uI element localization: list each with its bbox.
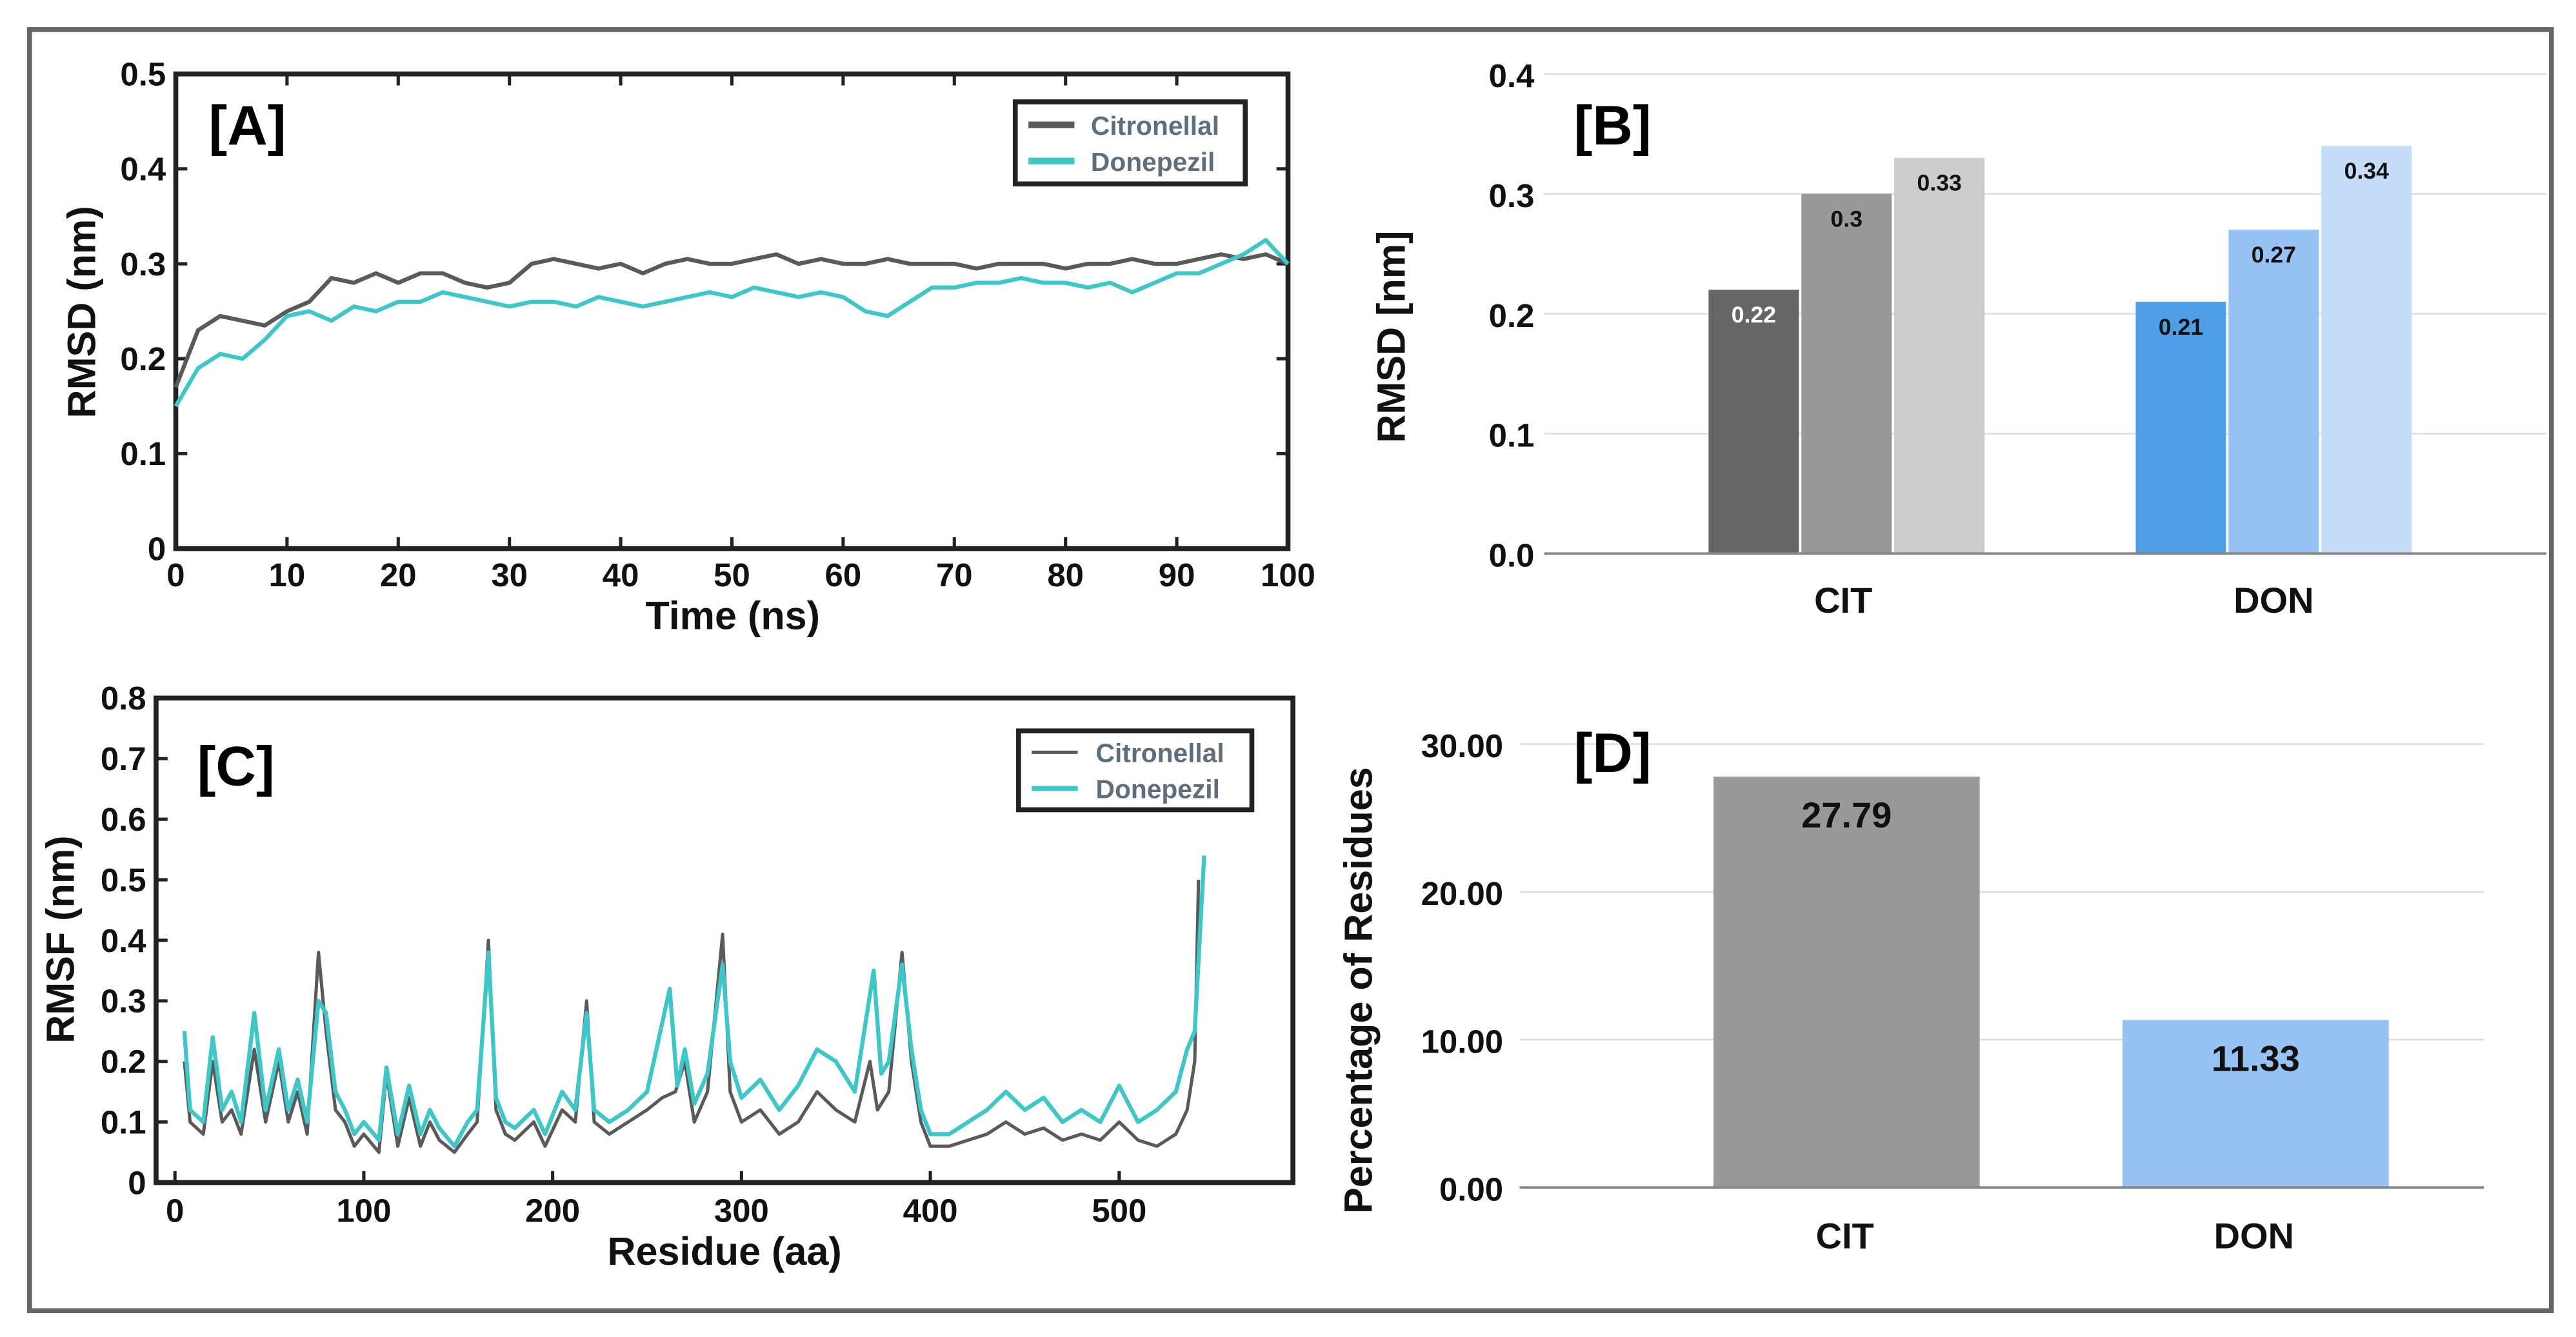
- bar-cit: [1713, 777, 1980, 1188]
- bar-cit-1: [1801, 193, 1892, 554]
- y-tick-label: 20.00: [1421, 875, 1503, 912]
- y-axis-label: RMSD (nm): [60, 206, 104, 418]
- series-line-donepezil: [182, 855, 1206, 1149]
- data-label: 0.34: [2344, 158, 2390, 184]
- y-tick-label: 0.4: [101, 922, 146, 959]
- x-tick-label: 90: [1159, 557, 1195, 593]
- y-tick-label: 0.2: [120, 341, 166, 377]
- panel-label: [A]: [208, 95, 286, 157]
- legend-label-citronellal: Citronellal: [1091, 111, 1219, 141]
- x-axis-label: Time (ns): [645, 593, 820, 637]
- y-axis-label: Percentage of Residues: [1336, 767, 1380, 1214]
- panel-a-rmsd-line-chart: 0 10 20 30 40 50 60 70 80 90 100 0 0.1 0.2 0.3 0.4 0.5 […: [60, 55, 1315, 637]
- x-tick-label: 0: [166, 557, 185, 593]
- bar-don-1: [2228, 230, 2319, 554]
- category-label-cit: CIT: [1814, 580, 1872, 620]
- data-label: 0.22: [1732, 302, 1776, 328]
- y-tick-label: 0.1: [120, 435, 166, 472]
- y-tick-label: 0.00: [1439, 1171, 1503, 1208]
- x-tick-label: 70: [936, 557, 973, 593]
- y-tick-label: 0.0: [1489, 537, 1535, 574]
- data-label: 0.27: [2252, 242, 2296, 268]
- panel-label: [B]: [1574, 95, 1652, 157]
- category-label-don: DON: [2233, 580, 2313, 620]
- x-tick-label: 10: [269, 557, 306, 593]
- x-tick-label: 300: [714, 1193, 769, 1229]
- y-tick-label: 0.5: [101, 862, 146, 898]
- y-tick-label: 0: [148, 530, 166, 567]
- data-label: 0.33: [1917, 170, 1962, 196]
- y-tick-label: 0.5: [120, 55, 166, 92]
- series-line-citronellal: [183, 879, 1201, 1154]
- x-tick-label: 100: [1261, 557, 1315, 593]
- bar-cit-2: [1894, 157, 1985, 554]
- bar-don-0: [2135, 301, 2226, 554]
- x-tick-label: 200: [525, 1193, 580, 1229]
- y-tick-label: 0.1: [1489, 417, 1535, 454]
- y-tick-label: 0.8: [101, 680, 146, 717]
- panel-label: [C]: [197, 735, 275, 797]
- category-label-don: DON: [2214, 1215, 2294, 1256]
- legend-box: [1016, 728, 1255, 813]
- y-axis-label: RMSD [nm]: [1369, 230, 1413, 442]
- y-tick-label: 30.00: [1421, 728, 1503, 764]
- series-line-citronellal: [174, 252, 1289, 388]
- x-tick-label: 400: [903, 1193, 958, 1229]
- x-tick-label: 40: [603, 557, 639, 593]
- bar-don-2: [2321, 146, 2412, 554]
- x-tick-label: 60: [825, 557, 862, 593]
- y-tick-label: 0.4: [1489, 57, 1535, 94]
- x-tick-label: 80: [1047, 557, 1084, 593]
- y-tick-label: 0.7: [101, 740, 146, 777]
- x-tick-label: 100: [336, 1193, 391, 1229]
- x-axis-label: Residue (aa): [607, 1229, 841, 1273]
- x-tick-label: 0: [166, 1193, 184, 1229]
- y-axis-label: RMSF (nm): [39, 835, 83, 1043]
- data-label: 11.33: [2212, 1038, 2300, 1078]
- panel-d-percentage-bar-chart: 0.00 10.00 20.00 30.00 27.79 11.33 [D] Perce…: [1336, 722, 2484, 1256]
- legend-label-citronellal: Citronellal: [1096, 738, 1224, 768]
- bar-don: [2122, 1020, 2389, 1188]
- x-tick-label: 50: [714, 557, 750, 593]
- x-tick-label: 500: [1092, 1193, 1146, 1229]
- panel-label: [D]: [1574, 722, 1652, 784]
- bar-cit-0: [1708, 290, 1799, 554]
- y-tick-label: 10.00: [1421, 1023, 1503, 1060]
- panel-c-rmsf-line-chart: 0 100 200 300 400 500 0 0.1 0.2 0.3 0.4 0.5 0.6 0.7 0.…: [39, 680, 1295, 1273]
- y-tick-label: 0.3: [101, 983, 146, 1020]
- legend-label-donepezil: Donepezil: [1096, 775, 1220, 804]
- category-label-cit: CIT: [1816, 1215, 1874, 1256]
- y-tick-label: 0.2: [1489, 297, 1535, 334]
- legend: Citronellal Donepezil: [1012, 99, 1248, 187]
- y-tick-label: 0.1: [101, 1104, 146, 1140]
- y-tick-label: 0.4: [120, 151, 166, 188]
- series-line-donepezil: [174, 238, 1290, 408]
- legend: Citronellal Donepezil: [1016, 728, 1255, 813]
- panel-b-rmsd-bar-chart: 0.00.10.20.30.4 0.220.30.330.210.270.34 …: [1369, 57, 2547, 620]
- data-label: 0.3: [1831, 206, 1863, 232]
- data-label: 27.79: [1801, 795, 1892, 835]
- y-tick-label: 0.2: [101, 1044, 146, 1080]
- y-tick-label: 0: [128, 1164, 146, 1201]
- x-tick-label: 20: [380, 557, 417, 593]
- y-tick-label: 0.3: [1489, 177, 1535, 214]
- data-label: 0.21: [2159, 314, 2203, 340]
- y-tick-label: 0.3: [120, 246, 166, 282]
- legend-box: [1012, 99, 1248, 187]
- x-tick-label: 30: [491, 557, 528, 593]
- y-tick-label: 0.6: [101, 801, 146, 838]
- legend-label-donepezil: Donepezil: [1091, 147, 1215, 177]
